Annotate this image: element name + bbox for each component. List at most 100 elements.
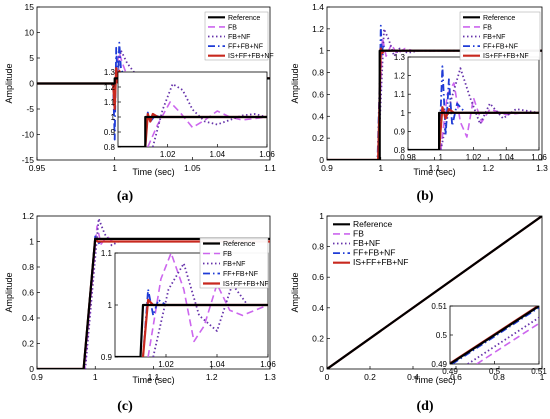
series-line-ff-fb-nf: [37, 41, 270, 141]
y-axis-label: Amplitude: [290, 63, 300, 103]
y-tick-label: 0.9: [394, 127, 406, 136]
y-tick-label: -10: [22, 130, 35, 140]
legend-entry: FB: [353, 228, 364, 238]
x-tick-label: 1.02: [160, 150, 176, 159]
legend-entry: FF+FB+NF: [223, 271, 258, 278]
y-tick-label: 5: [29, 53, 34, 63]
y-tick-label: -5: [26, 104, 34, 114]
x-tick-label: 1: [439, 153, 444, 162]
x-tick-label: 1.04: [498, 153, 514, 162]
y-tick-label: 0: [29, 79, 34, 89]
y-tick-label: 0.8: [22, 262, 34, 272]
series-group: [408, 65, 539, 150]
series-line-fb-nf: [151, 83, 267, 147]
series-line-reference: [327, 216, 542, 369]
series-line-fb: [476, 322, 539, 364]
x-tick-label: 0.9: [31, 372, 43, 382]
x-tick-label: 1.05: [184, 163, 201, 173]
y-tick-label: 1: [319, 211, 324, 221]
series-line-ff-fb-nf: [327, 24, 542, 160]
inset-frame: [407, 56, 540, 151]
y-tick-label: 0.2: [312, 333, 324, 343]
x-tick-label: 1.06: [531, 153, 547, 162]
series-line-fb-nf: [152, 262, 268, 357]
chart-panel: 0.9 1 1.1 1.2 1.3 0 0.2 0.4 0.6 0.8 1 1.2 Time (sec)…: [4, 211, 276, 414]
legend-entry: FF+FB+NF: [483, 44, 518, 51]
y-axis-label: Amplitude: [4, 63, 14, 103]
x-tick-label: 0.98: [400, 153, 416, 162]
y-tick-label: 1.1: [101, 249, 113, 258]
x-tick-label: 1: [112, 163, 117, 173]
y-tick-label: 0.8: [312, 242, 324, 252]
chart-panel: 0 0.2 0.4 0.6 0.8 1 0 0.2 0.4 0.6 0.8 1 Time (sec) Am…: [290, 211, 547, 414]
legend-entry: IS+FF+FB+NF: [223, 281, 269, 288]
legend-entry: FB+NF: [353, 238, 380, 248]
y-tick-label: 1.2: [104, 83, 116, 92]
y-tick-label: 0.4: [312, 303, 324, 313]
x-tick-label: 1.3: [536, 163, 548, 173]
inset-plot: 0.98 1 1.02 1.04 1.06 0.8 0.9 1 1.1 1.2 1.3: [394, 53, 547, 162]
x-tick-label: 1.1: [429, 163, 441, 173]
legend: Reference FB FB+NF FF+FB+NF IS+FF+FB+NF: [199, 237, 269, 289]
series-line-reference: [118, 115, 267, 147]
x-tick-label: 1: [93, 372, 98, 382]
y-tick-label: 1: [29, 237, 34, 247]
y-tick-label: 1.2: [394, 72, 406, 81]
panel-label: (b): [416, 189, 433, 204]
y-tick-label: 0.4: [312, 111, 324, 121]
y-tick-label: 1: [401, 109, 406, 118]
panel-label: (a): [117, 189, 134, 204]
y-tick-label: 0.5: [436, 331, 448, 340]
series-line-fb: [147, 253, 268, 357]
x-tick-label: 0.2: [364, 372, 376, 382]
x-tick-label: 0.9: [321, 163, 333, 173]
y-tick-label: 0.51: [431, 302, 447, 311]
y-tick-label: 0.6: [312, 272, 324, 282]
chart-panel: 0.95 1 1.05 1.1 -15 -10 -5 0 5 10 15 Time (sec) Ampl…: [4, 2, 276, 204]
y-tick-label: 1: [108, 301, 113, 310]
y-tick-label: 1: [319, 46, 324, 56]
legend-box: [330, 219, 415, 267]
y-tick-label: 0.9: [101, 353, 113, 362]
legend-entry: Reference: [223, 241, 255, 248]
series-group: [327, 216, 542, 369]
y-tick-label: 0.6: [22, 288, 34, 298]
x-tick-label: 0: [325, 372, 330, 382]
series-group: [118, 83, 267, 147]
series-line-reference: [115, 303, 268, 357]
y-tick-label: -15: [22, 155, 35, 165]
x-tick-label: 0.95: [29, 163, 46, 173]
y-tick-label: 15: [25, 2, 35, 12]
series-line-reference: [37, 237, 270, 369]
x-tick-label: 1.3: [264, 372, 276, 382]
y-tick-label: 10: [25, 28, 35, 38]
y-tick-label: 0.9: [104, 128, 116, 137]
x-tick-label: 0.6: [450, 372, 462, 382]
x-tick-label: 0.4: [407, 372, 419, 382]
inset-plot: 1.02 1.04 1.06 0.8 0.9 1 1.1 1.2 1.3: [104, 68, 275, 159]
x-tick-label: 1.04: [209, 360, 225, 369]
x-tick-label: 0.49: [442, 367, 458, 376]
inset-plot: 0.49 0.5 0.51 0.49 0.5 0.51: [431, 302, 547, 376]
legend-box: [204, 11, 269, 61]
y-tick-label: 0.49: [431, 360, 447, 369]
x-tick-label: 1.2: [482, 163, 494, 173]
y-tick-label: 0.8: [312, 68, 324, 78]
legend-entry: FB: [228, 24, 237, 31]
x-tick-label: 0.8: [493, 372, 505, 382]
y-tick-label: 1.4: [312, 2, 324, 12]
y-tick-label: 0: [319, 155, 324, 165]
y-tick-label: 1: [111, 113, 116, 122]
y-tick-label: 0.8: [104, 143, 116, 152]
series-line-ff-fb-nf: [451, 306, 539, 364]
legend: Reference FB FB+NF FF+FB+NF IS+FF+FB+NF: [459, 11, 541, 61]
x-tick-label: 1.02: [466, 153, 482, 162]
legend-entry: Reference: [228, 15, 260, 22]
x-tick-label: 1: [540, 372, 545, 382]
legend-entry: FB+NF: [223, 261, 245, 268]
y-tick-label: 1.2: [22, 211, 34, 221]
y-tick-label: 0.6: [312, 89, 324, 99]
legend: Reference FB FB+NF FF+FB+NF IS+FF+FB+NF: [204, 11, 274, 61]
